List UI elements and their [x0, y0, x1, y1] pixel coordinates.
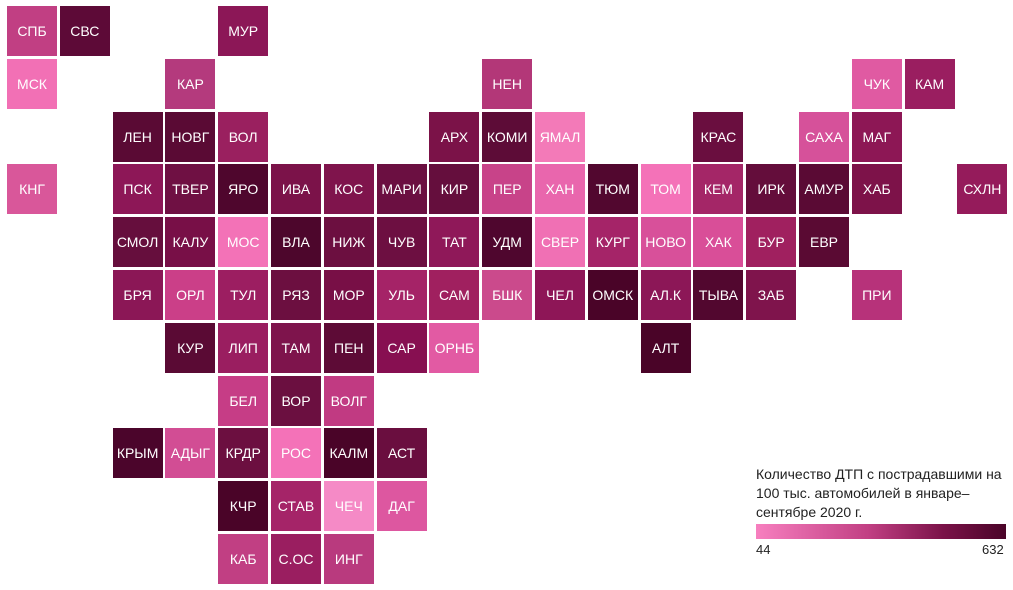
region-tile: ТЮМ	[587, 164, 638, 215]
region-tile: БШК	[482, 270, 533, 320]
region-tile: ЧЕЛ	[535, 270, 585, 320]
region-tile: ДАГ	[376, 481, 427, 532]
region-tile: СХЛН	[957, 164, 1008, 215]
region-tile: ХАК	[693, 217, 744, 268]
region-tile: КИР	[429, 164, 480, 215]
region-tile: КЕМ	[693, 164, 744, 215]
region-tile: УЛЬ	[376, 270, 427, 320]
region-tile: РОС	[271, 428, 321, 479]
region-tile: НИЖ	[323, 217, 374, 268]
region-tile: ПЕР	[482, 164, 533, 215]
region-tile: СМОЛ	[112, 217, 163, 268]
region-tile: КНГ	[7, 164, 57, 215]
region-tile: НОВО	[640, 217, 691, 268]
region-tile: ПЕН	[323, 322, 374, 373]
region-tile: КЧР	[218, 481, 269, 532]
region-tile: ХАБ	[851, 164, 902, 215]
region-tile: АМУР	[799, 164, 849, 215]
region-tile: КОМИ	[482, 111, 533, 162]
region-tile: МСК	[7, 58, 57, 109]
legend-min-label: 44	[756, 542, 771, 557]
region-tile: ИВА	[271, 164, 321, 215]
region-tile: ВОР	[271, 375, 321, 426]
region-tile: УДМ	[482, 217, 533, 268]
region-tile: САМ	[429, 270, 480, 320]
region-tile: ВОЛГ	[323, 375, 374, 426]
region-tile: АЛ.К	[640, 270, 691, 320]
region-tile: ЯМАЛ	[535, 111, 585, 162]
region-tile: ЧУК	[851, 58, 902, 109]
region-tile: МОР	[323, 270, 374, 320]
legend-max-label: 632	[982, 542, 1004, 557]
region-tile: АСТ	[376, 428, 427, 479]
region-tile: ТАМ	[271, 322, 321, 373]
region-tile: ИРК	[746, 164, 797, 215]
region-tile: СТАВ	[271, 481, 321, 532]
region-tile: ТЫВА	[693, 270, 744, 320]
region-tile: КРДР	[218, 428, 269, 479]
region-tile: АРХ	[429, 111, 480, 162]
region-tile: ОМСК	[587, 270, 638, 320]
region-tile: БУР	[746, 217, 797, 268]
region-tile: КУРГ	[587, 217, 638, 268]
region-tile: КРАС	[693, 111, 744, 162]
region-tile: БЕЛ	[218, 375, 269, 426]
region-tile: КАЛМ	[323, 428, 374, 479]
region-tile: НЕН	[482, 58, 533, 109]
region-tile: СВС	[59, 6, 110, 56]
region-tile: КАР	[165, 58, 216, 109]
region-tile: РЯЗ	[271, 270, 321, 320]
region-tile: САР	[376, 322, 427, 373]
region-tile: ТВЕР	[165, 164, 216, 215]
region-tile: ВОЛ	[218, 111, 269, 162]
legend-color-scale	[756, 524, 1006, 539]
region-tile: ТУЛ	[218, 270, 269, 320]
region-tile: ТОМ	[640, 164, 691, 215]
region-tile: КУР	[165, 322, 216, 373]
region-tile: ЧЕЧ	[323, 481, 374, 532]
region-tile: МУР	[218, 6, 269, 56]
region-tile: КАЛУ	[165, 217, 216, 268]
region-tile: ЛЕН	[112, 111, 163, 162]
region-tile: КАМ	[904, 58, 955, 109]
region-tile: ПРИ	[851, 270, 902, 320]
region-tile: МОС	[218, 217, 269, 268]
legend-title: Количество ДТП с пострадавшими на 100 ты…	[756, 466, 1002, 520]
region-tile: АДЫГ	[165, 428, 216, 479]
region-tile: ЕВР	[799, 217, 849, 268]
region-tile: ОРНБ	[429, 322, 480, 373]
region-tile: СПБ	[7, 6, 57, 56]
region-tile: МАГ	[851, 111, 902, 162]
region-tile: ЛИП	[218, 322, 269, 373]
region-tile: МАРИ	[376, 164, 427, 215]
region-tile: ВЛА	[271, 217, 321, 268]
region-tile: БРЯ	[112, 270, 163, 320]
region-tile: АЛТ	[640, 322, 691, 373]
region-tile: ТАТ	[429, 217, 480, 268]
region-tile: КОС	[323, 164, 374, 215]
region-tile: ИНГ	[323, 534, 374, 584]
region-tile: ХАН	[535, 164, 585, 215]
region-tile: ПСК	[112, 164, 163, 215]
region-tile: САХА	[799, 111, 849, 162]
region-tile: КРЫМ	[112, 428, 163, 479]
region-tile: С.ОС	[271, 534, 321, 584]
region-tile: ЧУВ	[376, 217, 427, 268]
region-tile: НОВГ	[165, 111, 216, 162]
region-tile: ЯРО	[218, 164, 269, 215]
region-tile: ОРЛ	[165, 270, 216, 320]
region-tile: СВЕР	[535, 217, 585, 268]
region-tile: КАБ	[218, 534, 269, 584]
region-tile: ЗАБ	[746, 270, 797, 320]
